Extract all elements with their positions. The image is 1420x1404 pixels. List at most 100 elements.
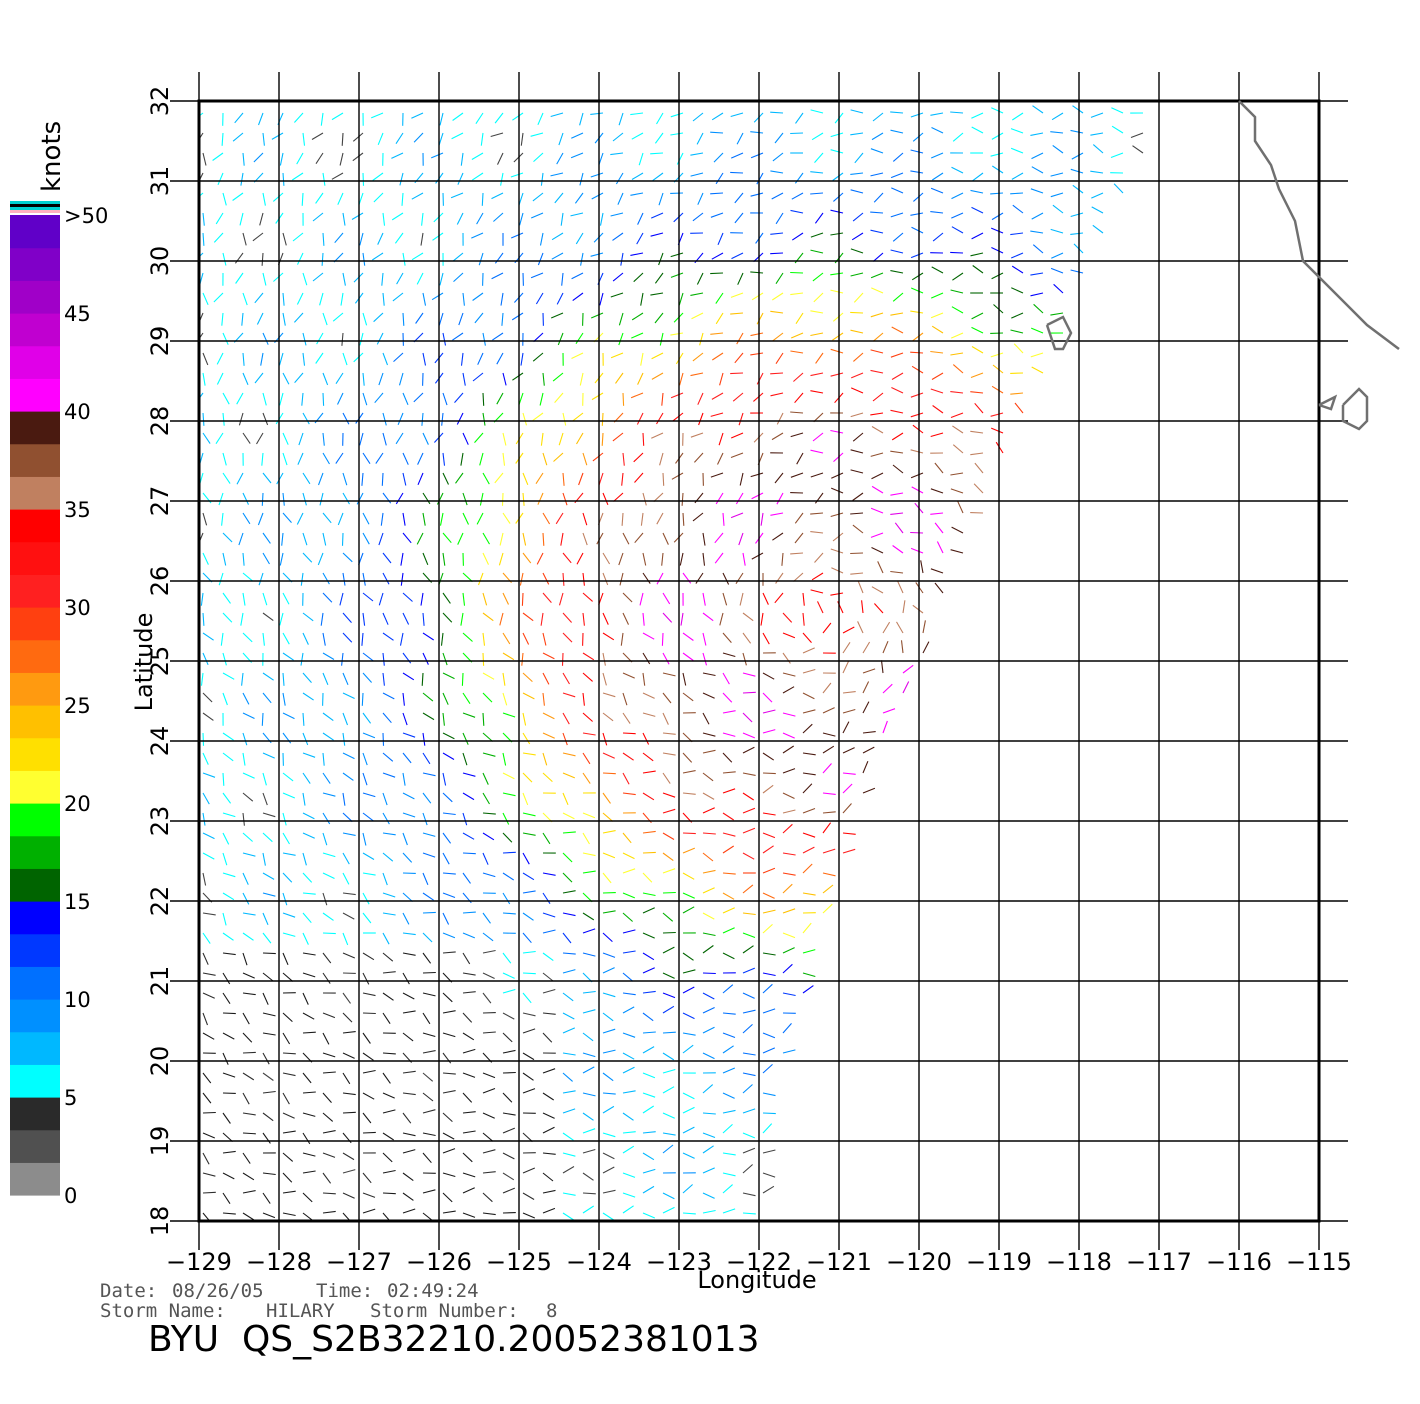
colorbar-segment (10, 280, 60, 313)
wind-vector (283, 673, 284, 686)
wind-vector (240, 213, 243, 225)
wind-vector (382, 273, 383, 286)
wind-vector (263, 993, 268, 1005)
wind-vector (543, 1069, 555, 1073)
wind-vector (891, 353, 903, 357)
wind-vector (383, 993, 394, 1000)
wind-vector (831, 568, 843, 573)
wind-vector (283, 293, 284, 306)
wind-vector (263, 1113, 273, 1121)
colorbar-tick-label: >50 (64, 204, 108, 228)
wind-vector (811, 373, 824, 376)
wind-vector (703, 773, 713, 781)
wind-vector (812, 573, 823, 580)
wind-vector (872, 486, 883, 493)
colorbar-segment (10, 901, 60, 934)
wind-vector (1071, 213, 1083, 217)
wind-vector (890, 493, 903, 495)
wind-vector (437, 493, 443, 505)
wind-vector (463, 853, 476, 854)
wind-vector (783, 673, 795, 676)
wind-vector (283, 1173, 292, 1182)
wind-vector (603, 1093, 616, 1094)
wind-vector (263, 393, 266, 405)
wind-vector (763, 1113, 776, 1114)
wind-vector (543, 1013, 556, 1014)
wind-vector (583, 833, 590, 844)
wind-vector (396, 133, 403, 144)
wind-vector (277, 473, 283, 484)
wind-vector (783, 769, 795, 773)
wind-vector (483, 853, 488, 865)
wind-vector (583, 713, 593, 722)
wind-vector (323, 1113, 333, 1121)
wind-vector (913, 605, 923, 613)
wind-vector (363, 593, 373, 601)
wind-vector (342, 653, 343, 666)
colorbar-segment (10, 738, 60, 771)
wind-vector (363, 753, 367, 765)
wind-vector (263, 833, 272, 842)
wind-vector (203, 873, 206, 886)
wind-vector (623, 1206, 634, 1213)
wind-vector (833, 173, 843, 181)
wind-vector (641, 513, 643, 526)
wind-vector (479, 573, 484, 585)
wind-vector (911, 113, 923, 117)
wind-vector (1053, 145, 1063, 153)
wind-vector (603, 553, 610, 564)
wind-vector (563, 613, 572, 623)
colorbar-segment (10, 836, 60, 869)
wind-vector (743, 1085, 753, 1094)
wind-vector (703, 1146, 714, 1153)
wind-vector (863, 747, 874, 753)
wind-vector (523, 933, 531, 943)
wind-vector (643, 1093, 655, 1097)
wind-vector (683, 833, 696, 834)
wind-vector (851, 190, 863, 193)
wind-vector (263, 613, 273, 621)
wind-vector (463, 813, 467, 825)
wind-vector (731, 113, 743, 117)
wind-vector (912, 227, 924, 233)
wind-vector (853, 433, 863, 441)
wind-vector (931, 489, 943, 493)
wind-vector (743, 933, 755, 938)
wind-vector (239, 413, 243, 425)
wind-vector (403, 1173, 413, 1181)
wind-vector (443, 1011, 456, 1013)
wind-vector (263, 553, 270, 564)
wind-vector (663, 1133, 676, 1135)
wind-vector (403, 393, 408, 405)
wind-vector (243, 513, 250, 524)
wind-vector (871, 288, 883, 293)
wind-vector (643, 1169, 655, 1173)
wind-vector (503, 633, 510, 644)
wind-vector (531, 133, 543, 136)
wind-vector (810, 391, 823, 393)
wind-vector (243, 853, 255, 856)
wind-vector (563, 473, 564, 486)
wind-vector (655, 273, 663, 283)
wind-vector (243, 433, 250, 444)
wind-vector (632, 313, 643, 320)
wind-vector (523, 813, 536, 816)
wind-vector (243, 1133, 256, 1134)
wind-vector (814, 293, 823, 302)
wind-vector (283, 173, 284, 186)
wind-vector (863, 732, 876, 733)
wind-vector (522, 593, 523, 606)
wind-vector (1011, 148, 1023, 153)
wind-vector (282, 533, 283, 546)
wind-vector (912, 487, 923, 493)
wind-vector (551, 313, 563, 318)
wind-vector (343, 953, 355, 958)
wind-vector (503, 1013, 514, 1019)
wind-vector (951, 213, 963, 218)
wind-vector (1114, 184, 1123, 193)
wind-vector (363, 533, 369, 544)
wind-vector (743, 1193, 756, 1196)
wind-vector (543, 373, 544, 386)
wind-vector (761, 613, 763, 626)
wind-vector (503, 833, 512, 842)
